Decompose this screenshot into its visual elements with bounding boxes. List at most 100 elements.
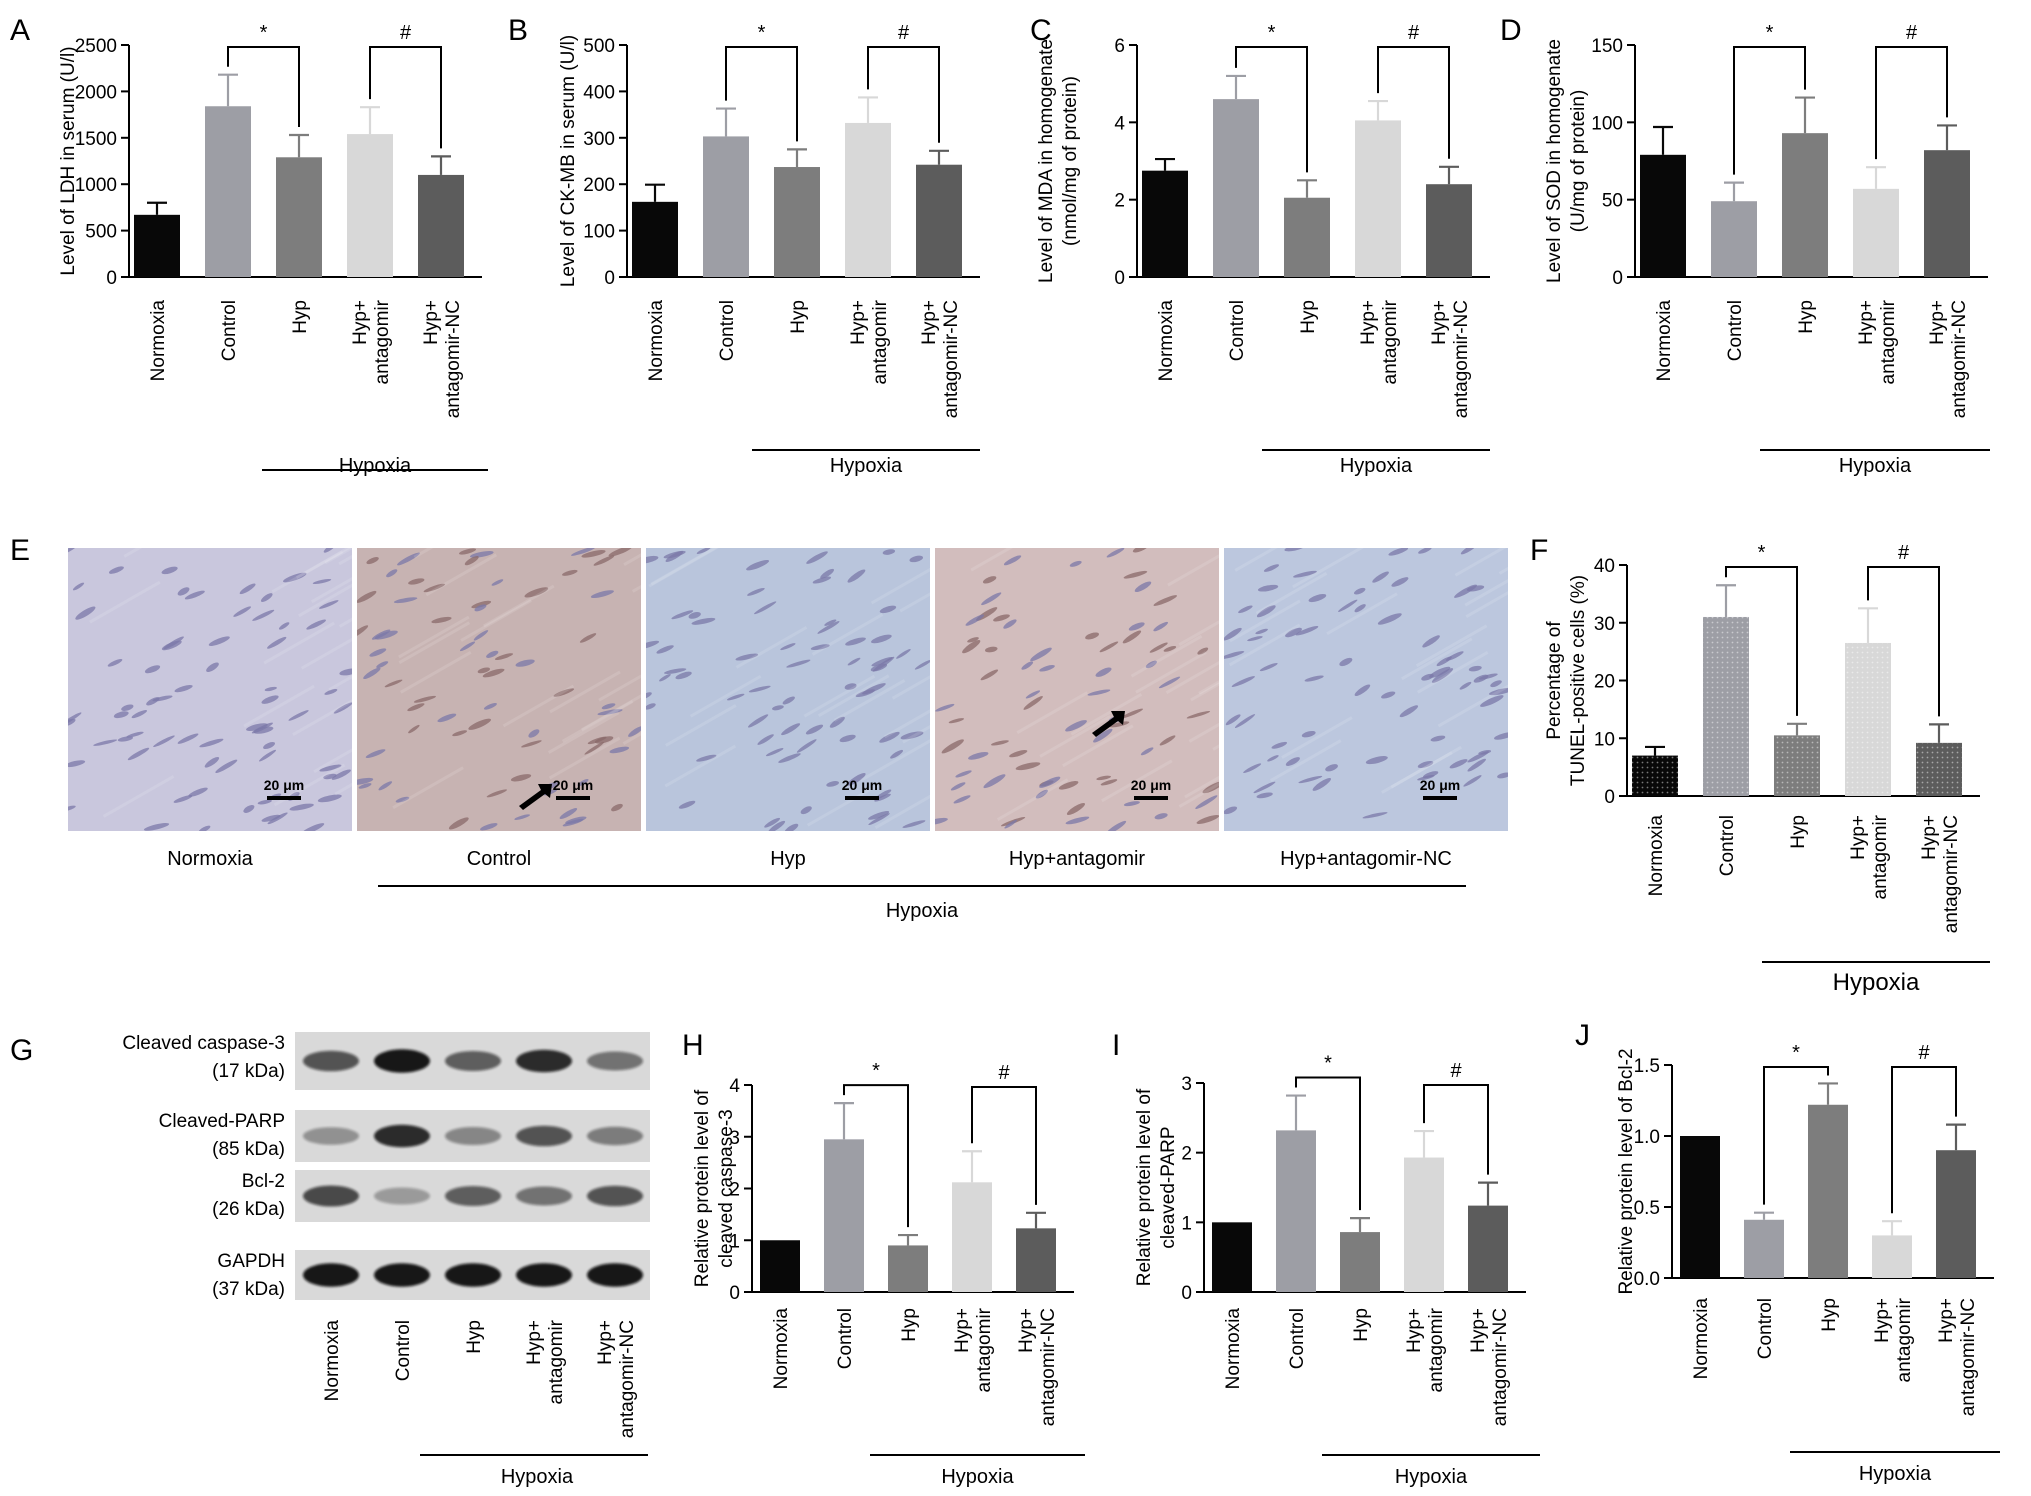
x-tick-label: Hyp+ [1872,1298,1893,1343]
nucleus [161,640,182,651]
nucleus [562,569,578,576]
x-tick-label: Hyp+ [1848,815,1869,860]
nucleus [983,774,1006,789]
nucleus [464,556,479,566]
nucleus [1430,735,1446,742]
fibre [413,548,434,559]
blot-band [587,1263,643,1287]
significance-mark: * [1758,542,1766,564]
fibre [1415,624,1488,668]
y-axis-label: Relative protein level of [692,1089,713,1287]
fibre [735,626,808,669]
nucleus [782,696,795,705]
fibre [1401,637,1473,681]
fibre [1465,591,1508,618]
nucleus [665,551,684,563]
nucleus [264,686,277,692]
bar-1 [1213,99,1259,277]
fibre [243,684,315,728]
nucleus [357,777,374,786]
significance-mark: * [758,22,766,44]
nucleus [206,662,219,673]
fibre [89,580,161,624]
nucleus [1377,613,1402,625]
nucleus [844,683,857,690]
nucleus [748,714,769,728]
nucleus [486,789,508,798]
nucleus [1267,755,1279,762]
nucleus [246,723,268,731]
blot-protein-label: Cleaved-PARP [159,1111,285,1132]
micrograph-background [935,548,1219,831]
y-tick-label: 1 [1181,1213,1192,1234]
nucleus [459,548,477,555]
x-tick-label: Hyp+ [1468,1308,1489,1353]
nucleus [824,619,837,626]
nucleus [1365,756,1388,765]
nucleus [369,648,387,657]
blot-band [587,1126,643,1146]
nucleus [1466,585,1485,592]
nucleus [1231,676,1255,687]
nucleus [764,817,781,828]
fibre [833,679,906,722]
nucleus [233,606,251,617]
nucleus [879,731,900,743]
nucleus [846,773,866,786]
y-tick-label: 0 [1114,268,1125,289]
fibre [292,699,352,736]
y-tick-label: 0.5 [1634,1198,1660,1219]
fibre [1234,548,1278,572]
nucleus [696,548,711,554]
x-tick-label: Hyp+ [1936,1298,1957,1343]
nucleus [1039,665,1055,672]
micrograph-1: 20 μm [357,548,641,831]
nucleus [331,769,351,780]
fibre [860,739,930,782]
blot-band [516,1125,572,1147]
nucleus [491,579,504,586]
nucleus [1494,732,1508,740]
nucleus [407,703,425,712]
nucleus [900,731,924,740]
group-label: Hypoxia [941,1466,1014,1488]
bar-2 [1782,133,1828,277]
y-tick-label: 40 [1594,556,1615,577]
fibre [483,584,555,628]
nucleus [1293,570,1317,578]
fibre [338,617,352,628]
blot-kda-label: (17 kDa) [212,1061,285,1082]
fibre [324,548,352,565]
fibre [883,709,930,739]
fibre [1416,651,1489,694]
bar-0 [1142,170,1188,277]
x-tick-label: Normoxia [1654,300,1675,382]
fibre [1281,716,1353,759]
nucleus [408,724,420,734]
nucleus [646,640,660,650]
blot-band [303,1185,359,1207]
significance-bracket [867,46,940,143]
fibre [1454,548,1507,577]
nucleus [1039,776,1061,788]
bar-4 [1924,150,1970,277]
nucleus [199,738,224,748]
nucleus [1422,771,1439,779]
nucleus [1065,720,1087,732]
x-tick-label: Hyp+ [1358,300,1379,345]
nucleus [521,740,542,748]
y-tick-label: 3 [1181,1074,1192,1095]
fibre [123,548,143,558]
x-tick-label: Hyp+ [350,300,371,345]
nucleus [1128,622,1145,631]
nucleus [1422,635,1440,648]
nucleus [965,614,985,626]
x-tick-label: Hyp+ [1856,300,1877,345]
fibre [665,704,737,747]
bar-3 [1853,188,1899,277]
fibre [1190,682,1219,702]
scale-bar-label: 20 μm [264,777,304,793]
x-tick-label: antagomir-NC [1451,300,1472,418]
nucleus [656,645,674,654]
y-tick-label: 0 [729,1283,740,1304]
